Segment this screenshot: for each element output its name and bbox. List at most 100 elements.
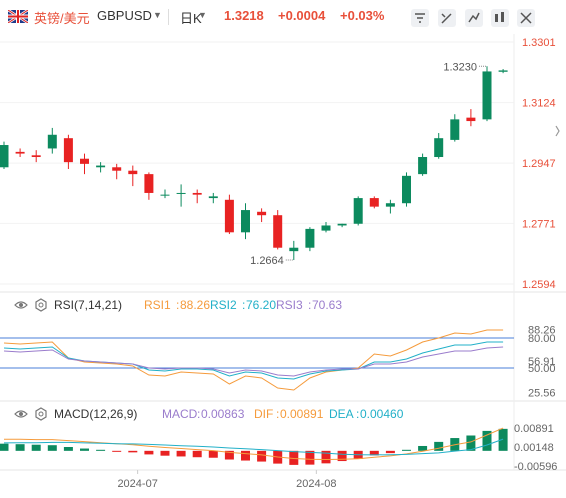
macd-bar: [63, 447, 73, 451]
low-label: 1.2664: [250, 255, 284, 267]
alert-icon[interactable]: [410, 8, 430, 28]
candle-body: [321, 225, 331, 231]
macd-bar: [80, 448, 89, 451]
candle-body: [0, 145, 9, 168]
uk-flag-icon: [8, 10, 28, 23]
candle-body: [224, 199, 234, 233]
rsi3-colon: :: [308, 298, 312, 312]
candle-body: [176, 192, 186, 194]
macd-title: MACD(12,26,9): [54, 407, 138, 421]
x-tick-label: 2024-08: [296, 478, 336, 490]
macd-tick-label: -0.00596: [514, 461, 557, 473]
macd-bar: [289, 450, 299, 465]
macd-bar: [257, 450, 267, 462]
indicator-icon[interactable]: [464, 8, 484, 28]
candle-body: [434, 138, 444, 158]
gear-icon[interactable]: [34, 298, 48, 312]
candle-body: [15, 151, 25, 154]
candle-body: [192, 192, 202, 195]
last-price: 1.3218: [224, 8, 264, 23]
y-tick-label: 1.2771: [522, 218, 556, 230]
macd-bar: [305, 450, 315, 465]
rsi-series-line: [3, 329, 504, 391]
rsi-series-line: [3, 346, 504, 377]
macd-bar: [96, 449, 106, 451]
price-change-pct: +0.03%: [340, 8, 385, 23]
chevron-down-icon[interactable]: ▼: [198, 10, 207, 20]
rsi-title: RSI(7,14,21): [54, 298, 123, 312]
rsi-tick-label: 56.91: [528, 356, 556, 368]
macd-bar: [112, 450, 122, 452]
candle-body: [450, 119, 460, 140]
dif-name: DIF: [254, 407, 274, 421]
rsi1-name: RSI1: [144, 298, 171, 312]
gear-icon[interactable]: [34, 407, 48, 421]
macd-bar: [47, 445, 57, 451]
settings-icon[interactable]: [516, 8, 536, 28]
macd-series-line: [3, 438, 504, 456]
rsi-tick-label: 50.00: [528, 363, 556, 375]
candle-body: [96, 165, 106, 168]
macd-bar: [369, 450, 379, 456]
macd-tick-label: 0.00891: [514, 423, 554, 435]
candle-body: [31, 155, 41, 158]
candle-body: [112, 167, 122, 171]
candle-body: [273, 215, 283, 248]
x-tick-label: 2024-07: [117, 478, 157, 490]
dea-name: DEA: [329, 407, 354, 421]
macd-bar: [176, 450, 186, 457]
candle-body: [482, 71, 492, 120]
y-tick-label: 1.3301: [522, 37, 556, 49]
y-tick-label: 1.3124: [522, 98, 556, 110]
macd-bar: [418, 445, 428, 451]
candle-body: [353, 198, 363, 224]
rsi2-name: RSI2: [210, 298, 237, 312]
symbol-code[interactable]: GBPUSD: [97, 8, 152, 23]
candle-body: [144, 174, 154, 193]
candle-body: [241, 210, 250, 233]
compare-icon[interactable]: [490, 8, 510, 28]
macd-bar: [385, 450, 395, 454]
rsi-tick-label: 25.56: [528, 387, 556, 399]
macd-value: 0.00863: [201, 407, 245, 421]
macd-name: MACD: [162, 407, 198, 421]
chevron-right-icon: [555, 125, 560, 137]
price-change: +0.0004: [278, 8, 326, 23]
eye-icon[interactable]: [14, 298, 28, 312]
rsi3-name: RSI3: [276, 298, 303, 312]
symbol-name[interactable]: 英镑/美元: [34, 11, 90, 26]
macd-bar: [144, 450, 154, 455]
candle-body: [498, 70, 508, 72]
candle-body: [128, 170, 138, 175]
period-selector[interactable]: 日K: [180, 11, 202, 26]
eye-icon[interactable]: [14, 407, 28, 421]
candle-body: [160, 194, 170, 196]
macd-series-line: [4, 427, 504, 461]
dif-value: 0.00891: [280, 407, 324, 421]
y-tick-label: 1.2947: [522, 158, 556, 170]
rsi2-colon: :: [242, 298, 246, 312]
draw-icon[interactable]: [437, 8, 457, 28]
candle-body: [337, 223, 347, 226]
chevron-down-icon[interactable]: ▼: [153, 10, 162, 20]
macd-bar: [402, 449, 411, 451]
macd-bar: [241, 450, 250, 461]
candle-body: [385, 203, 395, 207]
macd-bar: [31, 444, 41, 451]
dif-colon: :: [276, 407, 280, 421]
rsi1-value: 88.26: [180, 298, 211, 312]
macd-tick-label: 0.00148: [514, 442, 554, 454]
candle-body: [289, 247, 299, 252]
macd-bar: [466, 435, 476, 451]
rsi-tick-label: 80.00: [528, 333, 556, 345]
divider: [168, 9, 169, 25]
macd-bar: [321, 450, 331, 464]
macd-bar: [224, 450, 234, 460]
rsi1-value-colon: :: [176, 298, 180, 312]
macd-bar: [337, 450, 347, 462]
candle-body: [80, 158, 89, 164]
macd-bar: [160, 450, 170, 456]
macd-bar: [498, 428, 508, 451]
candle-body: [305, 228, 315, 248]
